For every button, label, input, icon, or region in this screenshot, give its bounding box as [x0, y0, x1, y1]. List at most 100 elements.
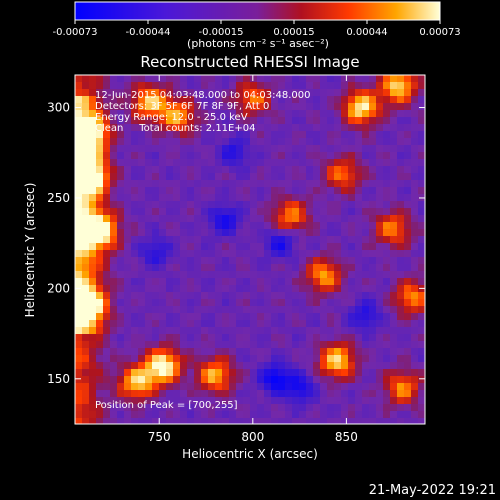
- heatmap-cell: [138, 145, 145, 152]
- heatmap-cell: [418, 180, 425, 187]
- heatmap-cell: [257, 124, 264, 131]
- heatmap-cell: [124, 236, 131, 243]
- heatmap-cell: [173, 383, 180, 390]
- heatmap-cell: [124, 292, 131, 299]
- heatmap-cell: [334, 75, 341, 82]
- heatmap-cell: [411, 236, 418, 243]
- heatmap-cell: [285, 257, 292, 264]
- heatmap-cell: [152, 278, 159, 285]
- heatmap-cell: [208, 320, 215, 327]
- heatmap-cell: [383, 390, 390, 397]
- heatmap-cell: [376, 299, 383, 306]
- heatmap-cell: [124, 194, 131, 201]
- heatmap-cell: [404, 159, 411, 166]
- heatmap-cell: [383, 418, 390, 424]
- heatmap-cell: [117, 194, 124, 201]
- heatmap-cell: [82, 292, 89, 299]
- heatmap-cell: [397, 299, 404, 306]
- heatmap-cell: [201, 201, 208, 208]
- heatmap-cell: [320, 75, 327, 82]
- heatmap-cell: [327, 89, 334, 96]
- heatmap-cell: [292, 369, 299, 376]
- heatmap-cell: [152, 208, 159, 215]
- heatmap-cell: [411, 418, 418, 424]
- heatmap-cell: [348, 229, 355, 236]
- heatmap-cell: [313, 264, 320, 271]
- heatmap-cell: [285, 243, 292, 250]
- heatmap-cell: [103, 264, 110, 271]
- heatmap-cell: [369, 397, 376, 404]
- heatmap-cell: [243, 292, 250, 299]
- heatmap-cell: [257, 341, 264, 348]
- heatmap-cell: [124, 299, 131, 306]
- heatmap-cell: [194, 110, 201, 117]
- heatmap-cell: [180, 117, 187, 124]
- heatmap-cell: [208, 131, 215, 138]
- heatmap-cell: [194, 397, 201, 404]
- heatmap-cell: [355, 397, 362, 404]
- heatmap-cell: [341, 334, 348, 341]
- heatmap-cell: [117, 383, 124, 390]
- heatmap-cell: [180, 152, 187, 159]
- heatmap-cell: [320, 285, 327, 292]
- heatmap-cell: [96, 145, 103, 152]
- heatmap-cell: [257, 243, 264, 250]
- heatmap-cell: [341, 285, 348, 292]
- heatmap-cell: [390, 166, 397, 173]
- heatmap-cell: [208, 299, 215, 306]
- heatmap-cell: [194, 208, 201, 215]
- heatmap-cell: [313, 383, 320, 390]
- heatmap-cell: [110, 271, 117, 278]
- heatmap-cell: [117, 166, 124, 173]
- heatmap-cell: [411, 145, 418, 152]
- heatmap-cell: [397, 383, 404, 390]
- heatmap-cell: [145, 341, 152, 348]
- heatmap-cell: [215, 404, 222, 411]
- heatmap-cell: [299, 271, 306, 278]
- heatmap-cell: [173, 82, 180, 89]
- heatmap-cell: [355, 222, 362, 229]
- heatmap-cell: [397, 369, 404, 376]
- heatmap-cell: [96, 299, 103, 306]
- heatmap-cell: [411, 117, 418, 124]
- heatmap-cell: [404, 152, 411, 159]
- heatmap-cell: [194, 355, 201, 362]
- heatmap-cell: [285, 250, 292, 257]
- heatmap-cell: [264, 250, 271, 257]
- heatmap-cell: [222, 222, 229, 229]
- heatmap-cell: [138, 103, 145, 110]
- heatmap-cell: [229, 131, 236, 138]
- heatmap-cell: [110, 131, 117, 138]
- heatmap-cell: [299, 131, 306, 138]
- heatmap-cell: [292, 236, 299, 243]
- heatmap-cell: [348, 369, 355, 376]
- heatmap-cell: [89, 348, 96, 355]
- heatmap-cell: [285, 418, 292, 424]
- heatmap-cell: [243, 208, 250, 215]
- heatmap-cell: [376, 257, 383, 264]
- heatmap-cell: [327, 131, 334, 138]
- heatmap-cell: [278, 369, 285, 376]
- heatmap-cell: [348, 383, 355, 390]
- heatmap-cell: [173, 299, 180, 306]
- heatmap-cell: [257, 355, 264, 362]
- heatmap-cell: [404, 96, 411, 103]
- heatmap-cell: [285, 369, 292, 376]
- heatmap-cell: [152, 264, 159, 271]
- heatmap-cell: [159, 306, 166, 313]
- heatmap-cell: [355, 103, 362, 110]
- heatmap-cell: [376, 173, 383, 180]
- heatmap-cell: [152, 313, 159, 320]
- heatmap-cell: [89, 124, 96, 131]
- heatmap-cell: [411, 411, 418, 418]
- heatmap-cell: [250, 180, 257, 187]
- heatmap-cell: [208, 418, 215, 424]
- heatmap-cell: [215, 201, 222, 208]
- heatmap-cell: [369, 194, 376, 201]
- heatmap-cell: [152, 348, 159, 355]
- heatmap-cell: [208, 159, 215, 166]
- heatmap-cell: [222, 334, 229, 341]
- heatmap-cell: [404, 243, 411, 250]
- heatmap-cell: [334, 278, 341, 285]
- heatmap-cell: [341, 292, 348, 299]
